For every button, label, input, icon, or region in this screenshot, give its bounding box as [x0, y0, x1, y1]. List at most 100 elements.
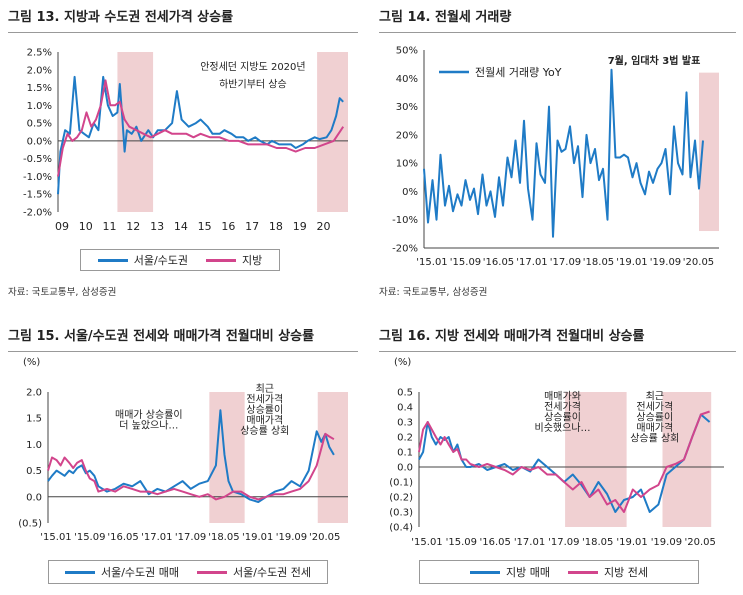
- y-tick-label: 0.4: [397, 403, 413, 414]
- shaded-period: [317, 52, 348, 212]
- legend-label: 지방 매매: [506, 566, 550, 579]
- annotation-text: 매매가와: [544, 391, 581, 403]
- annotation-text: 하반기부터 상승: [219, 78, 287, 91]
- x-tick-label: '17.09: [550, 257, 581, 268]
- y-tick-label: 0.5: [397, 388, 413, 399]
- title-rule: [8, 32, 358, 33]
- legend-item-seoul-jeonse: 서울/수도권 전세: [197, 564, 311, 580]
- y-unit-label: (%): [23, 357, 40, 368]
- x-tick-label: '15.09: [450, 257, 481, 268]
- x-tick-label: '15.01: [411, 537, 442, 548]
- legend-item-seoul-sale: 서울/수도권 매매: [64, 564, 179, 580]
- y-tick-label: 0.0: [26, 492, 42, 503]
- legend-label: 지방: [242, 254, 263, 267]
- chart-title: 그림 16. 지방 전세와 매매가격 전월대비 상승률: [379, 329, 645, 344]
- x-tick-label: 20: [316, 220, 330, 233]
- chart-panel-13: 그림 13. 지방과 수도권 전세가격 상승률 2.5% 2.0% 1.5% 1.0%…: [8, 6, 358, 298]
- legend-item-region-sale: 지방 매매: [470, 564, 550, 580]
- x-tick-label: '20.05: [685, 537, 716, 548]
- x-tick-label: '19.09: [276, 532, 307, 543]
- y-tick-label: 10%: [396, 159, 418, 170]
- shaded-period: [565, 392, 627, 527]
- y-tick-label: 1.0: [26, 440, 42, 451]
- annotation-text: 매매가격: [246, 413, 283, 426]
- chart-title: 그림 13. 지방과 수도권 전세가격 상승률: [8, 10, 234, 25]
- y-tick-label: 0.0%: [27, 136, 52, 147]
- y-tick-label: -1.0%: [23, 172, 52, 183]
- y-tick-label: (0.4): [389, 523, 413, 534]
- legend-item-region: 지방: [206, 252, 262, 268]
- legend-label: 지방 전세: [604, 566, 648, 579]
- x-tick-label: '19.01: [242, 532, 273, 543]
- y-tick-label: 1.0%: [27, 101, 52, 112]
- legend-swatch-pink: [568, 570, 598, 574]
- annotation-text: 전세가격: [246, 392, 283, 405]
- y-tick-label: -0.5%: [23, 154, 52, 165]
- y-tick-label: 20%: [396, 130, 418, 141]
- title-rule: [8, 351, 358, 352]
- legend-swatch-blue: [97, 258, 128, 262]
- legend-swatch-blue: [470, 570, 501, 574]
- chart-panel-15: 그림 15. 서울/수도권 전세와 매매가격 전월대비 상승률 2.0 1.5 1.…: [8, 325, 358, 593]
- chart-legend: 서울/수도권 매매 서울/수도권 전세: [48, 560, 328, 584]
- chart-legend: 지방 매매 지방 전세: [419, 560, 699, 584]
- source-note: 자료: 국토교통부, 삼성증권: [8, 287, 117, 298]
- annotation-text: 상승률이: [636, 412, 673, 424]
- legend-swatch-blue: [64, 570, 95, 574]
- x-tick-label: '16.05: [483, 257, 514, 268]
- y-unit-label: (%): [394, 357, 411, 368]
- x-tick-label: '18.05: [582, 537, 613, 548]
- x-tick-label: 09: [55, 220, 69, 233]
- series-line-1: [418, 413, 711, 513]
- y-tick-label: 50%: [396, 46, 418, 57]
- x-tick-label: '17.09: [548, 537, 579, 548]
- x-tick-label: '19.09: [651, 537, 682, 548]
- series-line-2: [418, 410, 710, 513]
- x-tick-label: '15.09: [74, 532, 105, 543]
- x-tick-label: '20.05: [309, 532, 340, 543]
- legend-label: 서울/수도권: [133, 254, 189, 267]
- y-tick-label: 2.0: [26, 388, 42, 399]
- y-tick-label: 0%: [402, 187, 418, 198]
- y-tick-label: 40%: [396, 74, 418, 85]
- y-tick-label: 0.1: [397, 448, 413, 459]
- x-tick-label: '20.05: [683, 257, 714, 268]
- x-tick-label: '18.05: [583, 257, 614, 268]
- y-tick-label: -1.5%: [23, 190, 52, 201]
- x-tick-label: '16.05: [107, 532, 138, 543]
- x-tick-label: '15.01: [40, 532, 71, 543]
- annotation-text: 상승률이: [246, 404, 283, 416]
- y-tick-label: -2.0%: [23, 208, 52, 219]
- x-tick-label: '17.09: [175, 532, 206, 543]
- title-rule: [379, 32, 736, 33]
- x-tick-label: 12: [126, 220, 140, 233]
- y-tick-label: 0.2: [397, 433, 413, 444]
- legend-item-seoul: 서울/수도권: [97, 252, 189, 268]
- legend-label: 전월세 거래량 YoY: [475, 66, 562, 79]
- title-rule: [379, 351, 736, 352]
- x-tick-label: '19.01: [616, 537, 647, 548]
- chart-plot-13: 2.5% 2.0% 1.5% 1.0% 0.5% 0.0% -0.5% -1.0% -1.5% -…: [23, 48, 348, 233]
- y-tick-label: (0.5): [18, 519, 42, 530]
- y-tick-label: (0.2): [389, 493, 413, 504]
- x-tick-label: '17.01: [514, 537, 545, 548]
- y-tick-label: -10%: [392, 215, 418, 226]
- shaded-period: [209, 392, 245, 523]
- x-tick-label: '18.05: [208, 532, 239, 543]
- y-tick-label: 0.3: [397, 418, 413, 429]
- y-tick-label: (0.1): [389, 478, 413, 489]
- legend-swatch-pink: [197, 570, 227, 574]
- x-tick-label: '17.01: [141, 532, 172, 543]
- annotation-text: 최근: [256, 383, 274, 395]
- series-line-2: [47, 432, 335, 501]
- x-tick-label: '17.01: [516, 257, 547, 268]
- legend-swatch-pink: [206, 258, 237, 262]
- annotation-text: 비슷했으나…: [535, 421, 591, 434]
- x-tick-label: 17: [245, 220, 259, 233]
- x-tick-label: 16: [221, 220, 235, 233]
- x-tick-label: 19: [293, 220, 307, 233]
- series-line-1: [47, 409, 335, 503]
- chart-plot-14: 50% 40% 30% 20% 10% 0% -10% -20% '15.01'15.09'16…: [392, 46, 719, 268]
- annotation-text: 전세가격: [544, 400, 581, 413]
- y-tick-label: 2.0%: [27, 65, 52, 76]
